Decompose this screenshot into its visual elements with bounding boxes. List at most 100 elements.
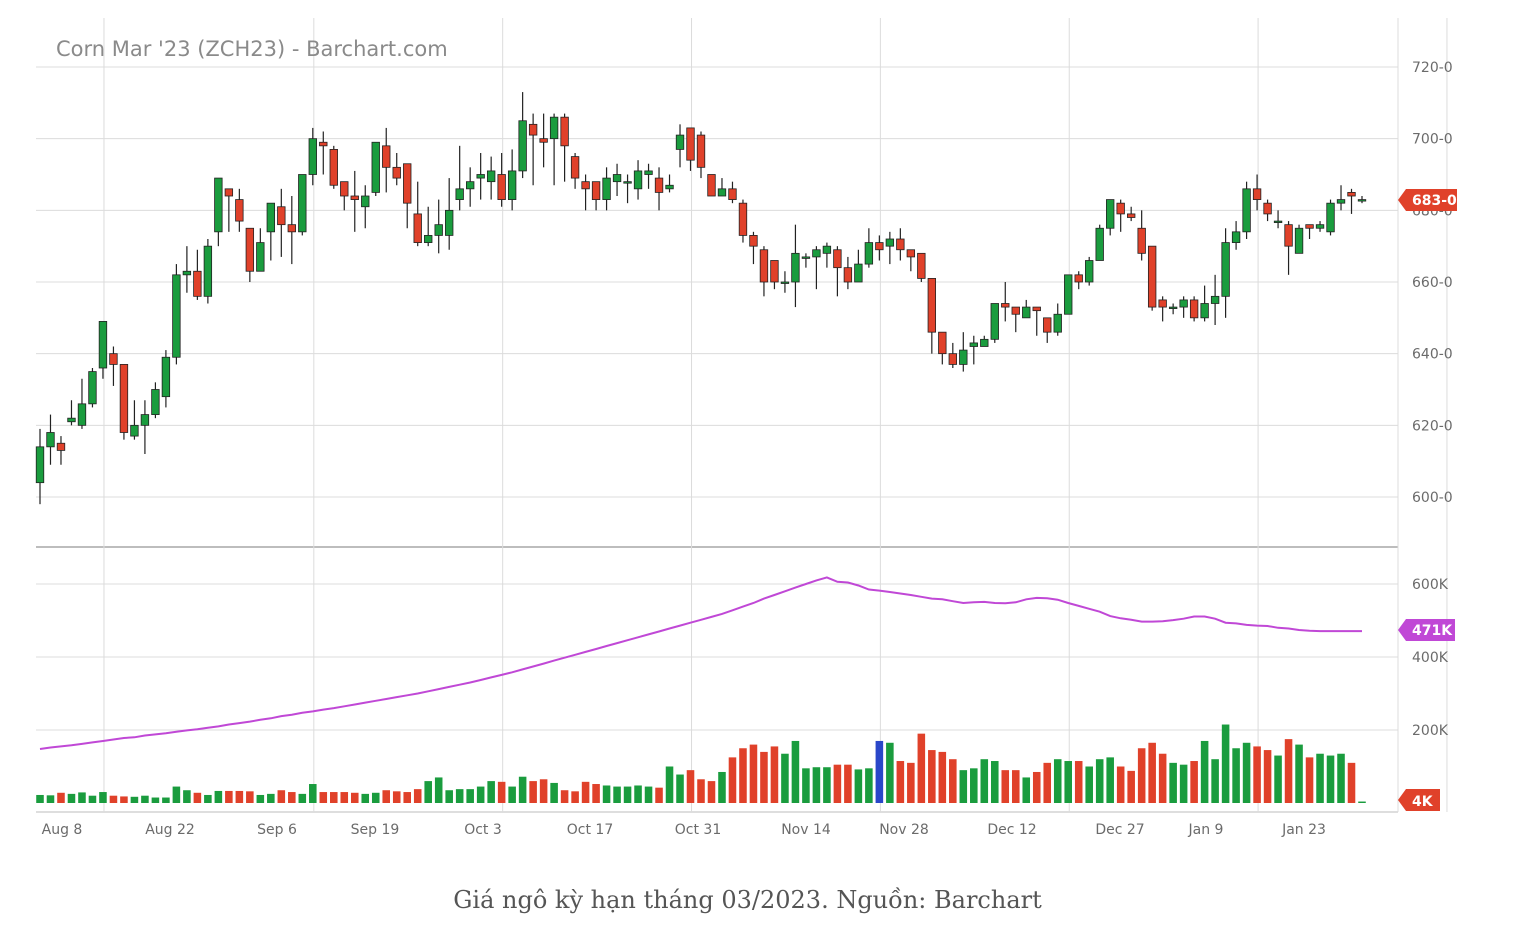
candle-body [140, 414, 150, 426]
volume-bar [382, 790, 391, 803]
volume-bar [665, 766, 674, 803]
candle-body [875, 242, 884, 251]
candle [1336, 185, 1346, 211]
candle-body [654, 177, 664, 193]
candle-body [549, 116, 559, 140]
candle [1053, 303, 1062, 336]
candle [1032, 306, 1041, 336]
last-price-tag: 683-0 [1398, 189, 1457, 211]
candle-body [350, 195, 359, 200]
open-interest-series [39, 576, 1362, 750]
candle [812, 246, 821, 290]
candle-body [424, 235, 433, 243]
candle [770, 260, 779, 290]
candle-body [1294, 227, 1304, 254]
candle-body [319, 141, 328, 147]
candle-body [445, 209, 454, 236]
candle-body [612, 174, 622, 183]
candle [864, 228, 874, 268]
volume-bar [1022, 777, 1031, 803]
candle [1001, 282, 1010, 322]
volume-bar [130, 796, 139, 803]
volume-bar [917, 733, 926, 803]
volume-bar [361, 793, 370, 803]
candle-body [896, 238, 905, 251]
candle [875, 235, 884, 261]
candle [329, 145, 338, 189]
candle-body [1074, 274, 1083, 283]
candle-body [1168, 306, 1178, 309]
candle-body [539, 138, 548, 143]
candle-body [182, 270, 192, 276]
candle [1273, 210, 1283, 229]
candle [46, 414, 55, 465]
candle-body [675, 134, 685, 150]
volume-bar [1001, 770, 1010, 803]
volume-bar [1053, 759, 1062, 803]
candle [906, 249, 916, 272]
candle [717, 178, 727, 197]
candle [1347, 188, 1356, 214]
candle-body [948, 353, 957, 365]
volume-bar [476, 786, 485, 803]
volume-bar [728, 757, 737, 803]
candle [833, 246, 842, 297]
candle [1011, 306, 1020, 333]
volume-bar [770, 746, 779, 803]
candle-body [927, 278, 937, 333]
candle-body [1137, 227, 1146, 254]
price-tick-label: 660-0 [1412, 275, 1453, 291]
candle-body [1032, 306, 1041, 312]
volume-bar [581, 781, 590, 803]
candle [801, 253, 811, 268]
candle [109, 346, 118, 386]
volume-bar [497, 781, 506, 803]
candle-body [1064, 274, 1073, 315]
volume-bar [46, 795, 55, 803]
volume-bar [392, 791, 401, 803]
candle [476, 153, 485, 200]
candle-body [434, 224, 443, 236]
candle [528, 113, 538, 186]
candle [665, 174, 674, 193]
volume-bar [340, 792, 349, 803]
volume-bar [896, 761, 905, 803]
candle-body [854, 263, 863, 283]
candle [340, 181, 349, 211]
candle-body [591, 181, 601, 200]
volume-bar [1326, 755, 1335, 803]
candle-body [1284, 224, 1293, 247]
candle [497, 153, 506, 207]
volume-bar [424, 781, 432, 803]
candle-body [77, 403, 87, 426]
candle [486, 156, 496, 200]
date-tick-label: Sep 6 [257, 822, 297, 838]
candle [371, 141, 380, 196]
volume-bar [707, 781, 716, 803]
candle [424, 206, 433, 247]
volume-bar [109, 795, 118, 803]
volume-axis: 200K 400K 600K [1412, 577, 1449, 739]
candle [1179, 296, 1188, 318]
corn-futures-chart: Corn Mar '23 (ZCH23) - Barchart.com 600-… [35, 18, 1457, 838]
candle [917, 252, 926, 282]
candle-body [56, 442, 66, 451]
candle [612, 163, 622, 196]
candle-body [455, 188, 464, 200]
candle-body [1011, 306, 1020, 315]
volume-bar [613, 786, 621, 803]
candle [266, 202, 276, 261]
candle [1189, 296, 1199, 322]
candle-body [906, 249, 916, 258]
candle-body [1326, 202, 1335, 233]
volume-bar [550, 782, 558, 803]
chart-title: Corn Mar '23 (ZCH23) - Barchart.com [56, 37, 448, 61]
volume-bar [445, 790, 453, 803]
volume-bar [1179, 764, 1188, 803]
candle [990, 303, 999, 343]
candle-body [67, 417, 76, 423]
candle [654, 167, 664, 211]
volume-bar [938, 751, 947, 803]
price-candles [35, 92, 1367, 505]
candle-body [791, 252, 800, 283]
